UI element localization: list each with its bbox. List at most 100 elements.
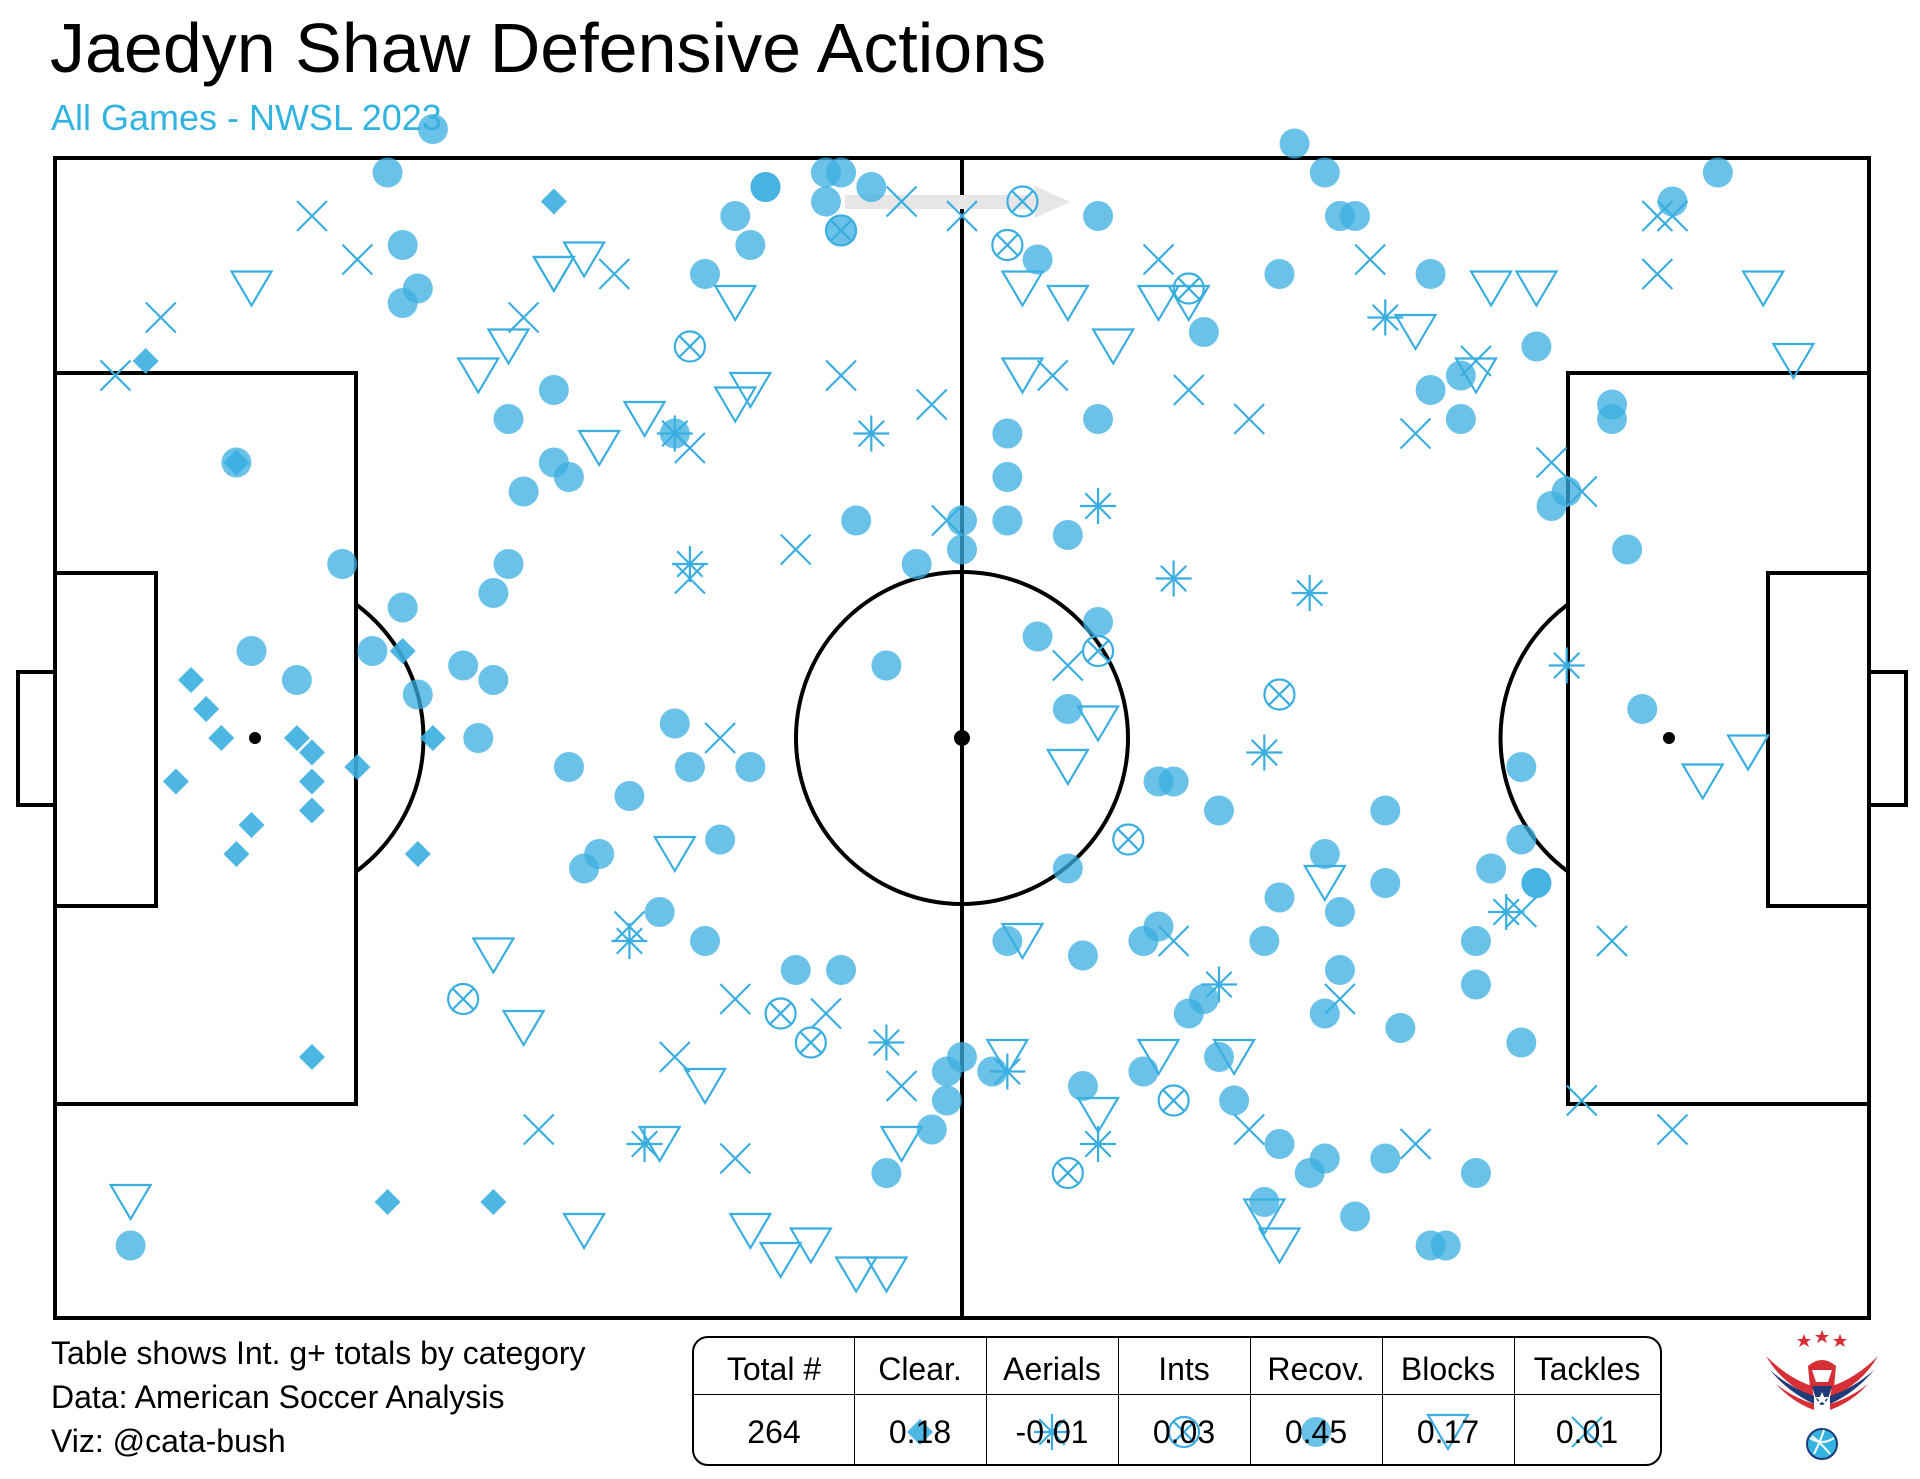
action-point-x <box>1399 1128 1432 1160</box>
action-point-triangle-down <box>471 937 516 975</box>
action-point-circle <box>327 549 358 579</box>
action-point-circle <box>1506 752 1537 782</box>
table-header-cell: Blocks <box>1400 1351 1496 1387</box>
action-point-triangle-down <box>1302 864 1347 903</box>
action-point-circle <box>1264 1129 1295 1159</box>
action-point-triangle-down <box>1136 1038 1181 1077</box>
action-point-asterisk <box>1246 734 1283 771</box>
action-point-circle <box>1460 1158 1491 1188</box>
action-point-triangle-down <box>1242 1198 1287 1236</box>
action-point-circle <box>871 650 902 681</box>
action-point-circle <box>1430 1230 1461 1261</box>
action-point-circle <box>1612 534 1643 565</box>
action-point-x <box>825 359 857 392</box>
table-value-cell: 0.03 <box>1118 1404 1250 1460</box>
action-point-circle <box>901 549 932 579</box>
action-point-triangle-down <box>834 1256 879 1294</box>
action-point-x <box>659 1041 691 1073</box>
action-point-triangle-down <box>1091 328 1136 366</box>
action-point-x <box>1641 258 1674 290</box>
action-point-x <box>1399 417 1432 450</box>
action-point-circle <box>357 636 388 666</box>
action-point-circle-x <box>764 997 797 1030</box>
series-triangle-down <box>108 241 1816 1294</box>
action-point-circle <box>478 578 509 608</box>
left-six-yard-box <box>53 571 158 908</box>
action-point-circle <box>780 955 811 985</box>
action-point-x <box>1566 475 1598 508</box>
action-point-circle <box>417 114 448 144</box>
table-value-text: 0.01 <box>1555 1414 1619 1450</box>
action-point-circle-x <box>1172 272 1205 305</box>
action-point-diamond <box>208 725 235 751</box>
table-divider <box>694 1394 1660 1395</box>
action-point-asterisk <box>989 1053 1026 1090</box>
action-point-circle <box>674 752 705 782</box>
action-point-circle <box>1052 694 1083 724</box>
series-diamond <box>132 188 567 1215</box>
action-point-circle <box>841 505 872 536</box>
action-point-x <box>507 301 540 334</box>
action-point-triangle-down <box>1000 270 1045 308</box>
pitch-chart <box>16 114 1908 1320</box>
action-point-triangle-down <box>562 241 607 279</box>
action-point-circle <box>1188 317 1219 347</box>
action-point-x <box>1157 925 1190 957</box>
table-value-text: 0.45 <box>1284 1414 1348 1450</box>
action-point-diamond <box>193 696 220 722</box>
action-point-circle <box>553 462 584 492</box>
action-point-triangle-down <box>985 1038 1030 1077</box>
left-goal <box>16 670 57 807</box>
action-point-triangle-down <box>1741 270 1786 308</box>
action-point-circle-x <box>1051 1156 1084 1190</box>
action-point-triangle-down <box>108 1183 153 1222</box>
action-point-triangle-down <box>637 1125 682 1164</box>
action-point-circle <box>826 157 857 188</box>
action-point-circle <box>221 447 252 478</box>
action-point-circle <box>735 230 766 260</box>
action-point-circle <box>1022 621 1053 652</box>
action-markers <box>99 114 1816 1294</box>
action-point-x <box>931 504 963 537</box>
action-point-circle <box>992 505 1023 536</box>
action-point-circle <box>1324 897 1355 927</box>
table-column-divider <box>986 1338 987 1464</box>
chart-notes: Table shows Int. g+ totals by category D… <box>51 1331 586 1463</box>
action-point-circle <box>1128 1056 1159 1087</box>
logo-right-wing-icon <box>1830 1356 1878 1410</box>
action-point-circle <box>1476 853 1507 884</box>
note-table-description: Table shows Int. g+ totals by category <box>51 1335 586 1371</box>
action-point-circle <box>478 665 509 695</box>
x-icon <box>1571 1416 1603 1448</box>
logo-left-wing-icon <box>1766 1356 1814 1410</box>
action-point-diamond <box>374 1189 401 1215</box>
action-point-diamond <box>298 739 325 766</box>
action-point-circle <box>115 1230 146 1261</box>
pitch-lines <box>16 156 1908 1320</box>
action-point-circle <box>1264 259 1295 289</box>
action-point-circle <box>916 1114 947 1145</box>
action-point-x <box>1535 446 1568 479</box>
action-point-diamond <box>162 768 189 795</box>
action-point-circle <box>1627 694 1658 724</box>
action-point-circle <box>947 534 977 565</box>
table-column-divider <box>1118 1338 1119 1464</box>
action-point-circle <box>1309 839 1340 869</box>
table-value-cell: 0.18 <box>854 1404 986 1460</box>
logo-ball-icon <box>1806 1428 1838 1460</box>
table-column-divider <box>1514 1338 1515 1464</box>
action-point-x <box>145 301 177 334</box>
action-point-circle <box>735 752 766 782</box>
attack-direction-arrow <box>845 186 1070 218</box>
action-point-asterisk <box>1155 560 1192 597</box>
action-point-x <box>1505 896 1538 928</box>
series-circle-x <box>447 185 1296 1190</box>
action-point-circle <box>810 186 841 217</box>
center-spot <box>954 730 970 746</box>
asterisk-icon <box>1034 1414 1070 1450</box>
action-point-circle <box>1143 766 1174 797</box>
action-point-triangle-down <box>622 400 667 439</box>
action-point-x <box>1172 374 1205 406</box>
action-point-circle <box>992 926 1023 956</box>
action-point-x <box>1233 1113 1265 1146</box>
